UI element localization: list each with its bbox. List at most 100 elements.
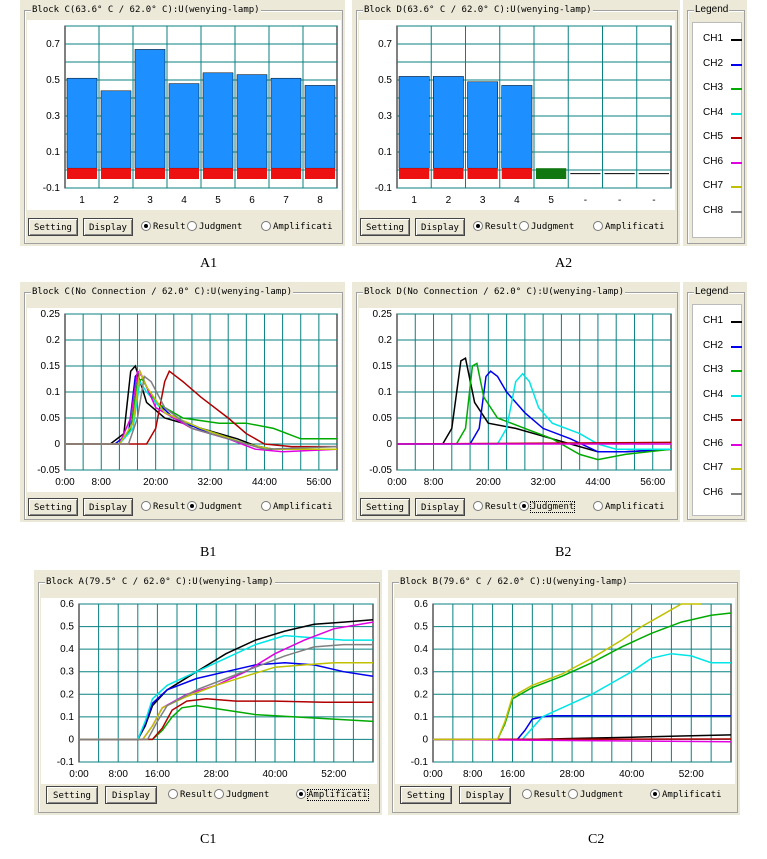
display-button-c1[interactable]: Display xyxy=(105,786,157,804)
legend-swatch xyxy=(731,419,742,421)
y-tick-label: 0.15 xyxy=(373,361,393,372)
setting-button-a1[interactable]: Setting xyxy=(28,218,78,236)
radio-dot-icon xyxy=(650,788,660,799)
y-tick-label: 0 xyxy=(54,439,60,450)
display-button-a1[interactable]: Display xyxy=(83,218,133,236)
legend-label: CH3 xyxy=(703,82,724,93)
bar-baseline xyxy=(101,168,131,179)
bar-baseline xyxy=(305,168,335,179)
x-tick-label: 3 xyxy=(480,195,486,206)
radio-judgment-b1[interactable]: Judgment xyxy=(187,500,242,514)
legend-swatch xyxy=(731,492,742,495)
radio-amplification-b2[interactable]: Amplificati xyxy=(593,500,665,514)
radio-judgment-c1[interactable]: Judgment xyxy=(214,788,269,802)
display-button-b2[interactable]: Display xyxy=(415,498,465,516)
x-tick-label: 52:00 xyxy=(321,769,346,780)
y-tick-label: 0.25 xyxy=(373,309,393,320)
y-tick-label: 0.2 xyxy=(378,335,392,346)
radio-result-b1[interactable]: Result xyxy=(141,500,186,514)
y-tick-label: 0.1 xyxy=(414,712,428,723)
legend-label: CH6 xyxy=(703,437,724,449)
x-tick-label: 44:00 xyxy=(585,477,610,488)
radio-amplification-c1[interactable]: Amplificati xyxy=(296,788,369,802)
x-tick-label: 7 xyxy=(283,195,289,206)
x-tick-label: 56:00 xyxy=(306,477,331,488)
radio-result-a2[interactable]: Result xyxy=(473,220,518,234)
block-title-a1: Block C(63.6° C / 62.0° C):U(wenying-lam… xyxy=(31,4,261,16)
y-tick-label: 0.5 xyxy=(414,622,428,633)
radio-label: Judgment xyxy=(199,502,243,512)
x-tick-label: 8:00 xyxy=(424,477,444,488)
bar xyxy=(467,81,498,169)
y-tick-label: 0.05 xyxy=(373,413,393,424)
legend-swatch xyxy=(731,321,742,323)
legend-label: CH4 xyxy=(703,388,724,400)
display-button-c2[interactable]: Display xyxy=(459,786,511,804)
y-tick-label: 0.1 xyxy=(60,712,74,723)
x-tick-label: 5 xyxy=(548,195,554,206)
x-tick-label: 20:00 xyxy=(476,477,501,488)
bar-baseline xyxy=(169,168,199,179)
x-tick-label: 6 xyxy=(249,195,255,206)
caption-a1: A1 xyxy=(200,256,218,271)
radio-amplification-a2[interactable]: Amplificati xyxy=(593,220,665,234)
radio-dot-icon xyxy=(593,500,603,511)
y-tick-label: 0 xyxy=(68,734,74,745)
series-line xyxy=(397,370,672,453)
y-tick-label: 0.6 xyxy=(60,599,74,610)
bar xyxy=(433,76,464,169)
bar-baseline xyxy=(501,168,532,179)
radio-judgment-c2[interactable]: Judgment xyxy=(568,788,623,802)
radio-label: Result xyxy=(485,502,518,512)
radio-judgment-a2[interactable]: Judgment xyxy=(519,220,574,234)
radio-amplification-c2[interactable]: Amplificati xyxy=(650,788,722,802)
bar-baseline xyxy=(433,168,464,179)
radio-dot-icon xyxy=(519,220,529,231)
radio-judgment-a1[interactable]: Judgment xyxy=(187,220,242,234)
legend-panel-b: Legend CH1 CH2 CH3 CH4 CH5 CH6 CH7 CH6 xyxy=(683,282,747,522)
x-tick-label: - xyxy=(584,195,587,206)
legend-swatch xyxy=(731,63,742,66)
legend-label: CH2 xyxy=(703,339,724,351)
legend-swatch xyxy=(731,186,742,188)
radio-result-b2[interactable]: Result xyxy=(473,500,518,514)
legend-group-b: Legend xyxy=(687,286,745,520)
panel-c2: Block B(79.6° C / 62.0° C):U(wenying-lam… xyxy=(388,570,740,815)
bar-baseline xyxy=(399,168,430,179)
setting-button-c2[interactable]: Setting xyxy=(400,786,452,804)
panel-a2: Block D(63.6° C / 62.0° C):U(wenying-lam… xyxy=(352,0,680,246)
x-tick-label: - xyxy=(652,195,655,206)
setting-button-c1[interactable]: Setting xyxy=(46,786,98,804)
group-box-b1: Block C(No Connection / 62.0° C):U(wenyi… xyxy=(24,286,343,520)
radio-judgment-b2[interactable]: Judgment xyxy=(519,500,576,514)
radio-result-c2[interactable]: Result xyxy=(522,788,567,802)
legend-label: CH1 xyxy=(703,315,724,326)
group-box-c2: Block B(79.6° C / 62.0° C):U(wenying-lam… xyxy=(392,576,738,813)
setting-button-b1[interactable]: Setting xyxy=(28,498,78,516)
setting-button-b2[interactable]: Setting xyxy=(360,498,410,516)
x-tick-label: 16:00 xyxy=(145,769,170,780)
legend-swatch xyxy=(731,370,742,372)
y-tick-label: 0.7 xyxy=(378,39,392,50)
x-tick-label: 2 xyxy=(113,195,119,206)
x-tick-label: 32:00 xyxy=(531,477,556,488)
legend-label: CH6 xyxy=(703,155,724,167)
block-title-a2: Block D(63.6° C / 62.0° C):U(wenying-lam… xyxy=(363,4,593,16)
y-tick-label: 0.3 xyxy=(414,667,428,678)
chart-a1: 0.7 0.5 0.3 0.1 -0.1 1 2 3 4 5 6 7 8 xyxy=(27,20,341,210)
radio-result-c1[interactable]: Result xyxy=(168,788,213,802)
x-tick-label: 56:00 xyxy=(640,477,665,488)
caption-b1: B1 xyxy=(200,545,217,560)
series-line xyxy=(79,698,373,741)
display-button-b1[interactable]: Display xyxy=(83,498,133,516)
radio-amplification-b1[interactable]: Amplificati xyxy=(261,500,333,514)
radio-label: Result xyxy=(153,222,186,232)
radio-label: Judgment xyxy=(199,222,243,232)
setting-button-a2[interactable]: Setting xyxy=(360,218,410,236)
radio-amplification-a1[interactable]: Amplificati xyxy=(261,220,333,234)
series-line xyxy=(433,652,731,741)
display-button-a2[interactable]: Display xyxy=(415,218,465,236)
radio-result-a1[interactable]: Result xyxy=(141,220,186,234)
legend-box-a: CH1 CH2 CH3 CH4 CH5 CH6 CH7 CH8 xyxy=(692,22,742,238)
bar-baseline xyxy=(135,168,165,179)
